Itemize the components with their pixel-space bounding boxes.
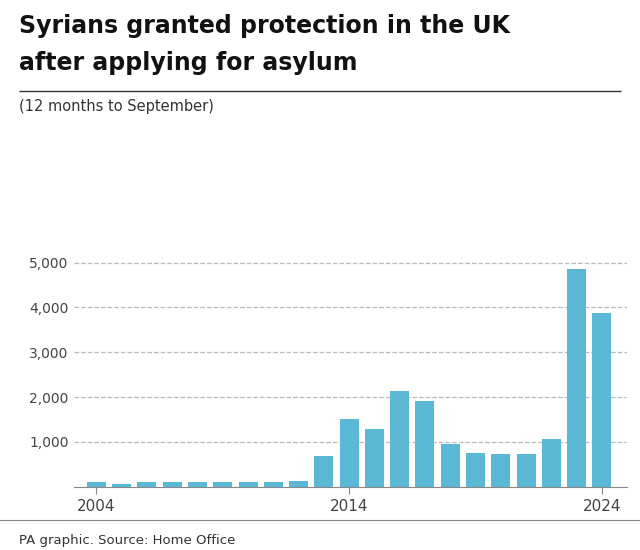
Bar	[87, 482, 106, 487]
Text: (12 months to September): (12 months to September)	[19, 99, 214, 114]
Bar	[289, 481, 308, 487]
Bar	[112, 484, 131, 487]
Bar	[593, 314, 611, 487]
Bar	[188, 482, 207, 487]
Bar	[466, 453, 485, 487]
Bar	[213, 482, 232, 487]
Bar	[441, 444, 460, 487]
Text: PA graphic. Source: Home Office: PA graphic. Source: Home Office	[19, 534, 236, 547]
Bar	[516, 454, 536, 487]
Bar	[314, 456, 333, 487]
Bar	[239, 482, 257, 487]
Bar	[390, 391, 409, 487]
Bar	[340, 419, 358, 487]
Text: after applying for asylum: after applying for asylum	[19, 51, 358, 75]
Text: Syrians granted protection in the UK: Syrians granted protection in the UK	[19, 14, 510, 38]
Bar	[365, 430, 384, 487]
Bar	[264, 482, 283, 487]
Bar	[542, 439, 561, 487]
Bar	[415, 401, 435, 487]
Bar	[163, 482, 182, 487]
Bar	[138, 482, 156, 487]
Bar	[492, 454, 510, 487]
Bar	[567, 269, 586, 487]
